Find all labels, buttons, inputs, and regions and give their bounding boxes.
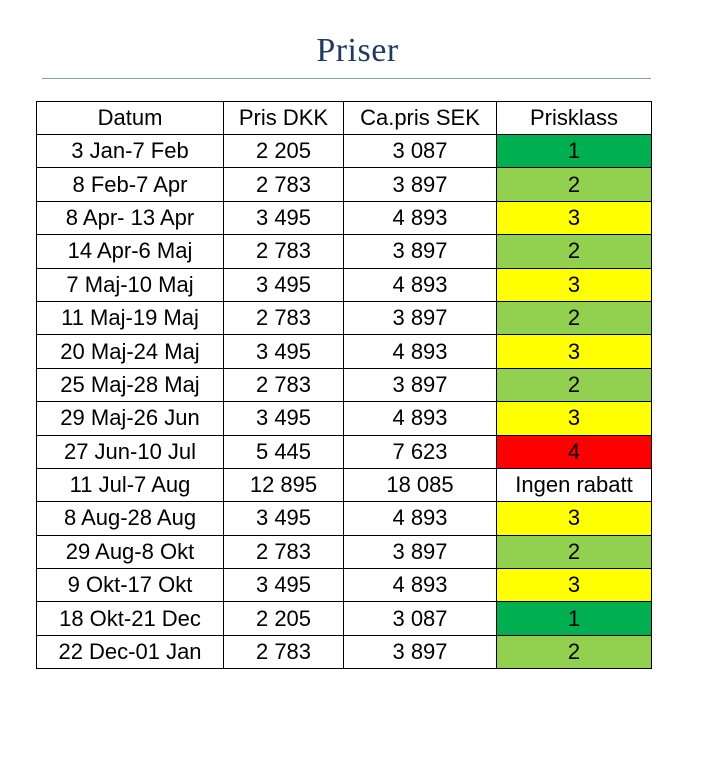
cell-datum: 14 Apr-6 Maj xyxy=(36,234,224,269)
header-row: Datum Pris DKK Ca.pris SEK Prisklass xyxy=(36,101,652,135)
cell-pris-sek: 3 897 xyxy=(343,234,497,269)
cell-pris-sek: 3 897 xyxy=(343,300,497,336)
table-row: 25 Maj-28 Maj 2 783 3 897 2 xyxy=(36,367,652,403)
cell-pris-sek: 4 893 xyxy=(343,200,497,236)
table-row: 8 Aug-28 Aug 3 495 4 893 3 xyxy=(36,501,652,536)
cell-datum: 29 Aug-8 Okt xyxy=(36,534,224,570)
cell-pris-dkk: 3 495 xyxy=(223,334,344,369)
header-pris-dkk: Pris DKK xyxy=(223,101,344,135)
cell-pris-sek: 3 897 xyxy=(343,367,497,403)
cell-pris-sek: 3 087 xyxy=(343,601,497,636)
cell-datum: 8 Apr- 13 Apr xyxy=(36,200,224,236)
cell-pris-dkk: 2 205 xyxy=(223,601,344,636)
cell-pris-dkk: 3 495 xyxy=(223,267,344,302)
cell-pris-dkk: 5 445 xyxy=(223,434,344,469)
table-row: 27 Jun-10 Jul 5 445 7 623 4 xyxy=(36,434,652,469)
cell-datum: 11 Jul-7 Aug xyxy=(36,467,224,503)
cell-pris-dkk: 2 783 xyxy=(223,167,344,202)
cell-pris-sek: 4 893 xyxy=(343,568,497,603)
cell-datum: 29 Maj-26 Jun xyxy=(36,401,224,436)
page-title: Priser xyxy=(316,32,399,69)
cell-prisklass: 1 xyxy=(496,601,652,636)
cell-prisklass: 4 xyxy=(496,434,652,469)
cell-prisklass: 2 xyxy=(496,234,652,269)
cell-pris-dkk: 2 783 xyxy=(223,234,344,269)
header-pris-sek: Ca.pris SEK xyxy=(343,101,497,135)
cell-pris-dkk: 3 495 xyxy=(223,401,344,436)
header-prisklass: Prisklass xyxy=(496,101,652,135)
cell-datum: 8 Feb-7 Apr xyxy=(36,167,224,202)
cell-prisklass: 2 xyxy=(496,367,652,403)
cell-pris-dkk: 2 783 xyxy=(223,367,344,403)
cell-prisklass: 3 xyxy=(496,334,652,369)
table-row: 20 Maj-24 Maj 3 495 4 893 3 xyxy=(36,334,652,369)
table-row: 8 Apr- 13 Apr 3 495 4 893 3 xyxy=(36,200,652,236)
price-table: Datum Pris DKK Ca.pris SEK Prisklass 3 J… xyxy=(36,101,652,670)
cell-prisklass: 2 xyxy=(496,167,652,202)
cell-pris-dkk: 12 895 xyxy=(223,467,344,503)
cell-prisklass: 3 xyxy=(496,568,652,603)
cell-prisklass: 3 xyxy=(496,401,652,436)
table-row: 3 Jan-7 Feb 2 205 3 087 1 xyxy=(36,133,652,169)
cell-pris-sek: 4 893 xyxy=(343,334,497,369)
table-row: 14 Apr-6 Maj 2 783 3 897 2 xyxy=(36,234,652,269)
table-row: 11 Jul-7 Aug 12 895 18 085 Ingen rabatt xyxy=(36,467,652,503)
cell-pris-dkk: 3 495 xyxy=(223,200,344,236)
cell-prisklass: 2 xyxy=(496,534,652,570)
cell-datum: 27 Jun-10 Jul xyxy=(36,434,224,469)
cell-prisklass: Ingen rabatt xyxy=(496,467,652,503)
table-row: 7 Maj-10 Maj 3 495 4 893 3 xyxy=(36,267,652,302)
price-table-body: 3 Jan-7 Feb 2 205 3 087 1 8 Feb-7 Apr 2 783 3 … xyxy=(36,133,652,670)
cell-pris-dkk: 2 205 xyxy=(223,133,344,169)
cell-pris-dkk: 2 783 xyxy=(223,534,344,570)
cell-prisklass: 3 xyxy=(496,200,652,236)
cell-datum: 25 Maj-28 Maj xyxy=(36,367,224,403)
cell-pris-dkk: 3 495 xyxy=(223,568,344,603)
cell-pris-sek: 3 897 xyxy=(343,534,497,570)
cell-pris-sek: 3 897 xyxy=(343,167,497,202)
table-row: 29 Aug-8 Okt 2 783 3 897 2 xyxy=(36,534,652,570)
cell-datum: 7 Maj-10 Maj xyxy=(36,267,224,302)
cell-datum: 11 Maj-19 Maj xyxy=(36,300,224,336)
cell-pris-dkk: 2 783 xyxy=(223,634,344,670)
table-row: 11 Maj-19 Maj 2 783 3 897 2 xyxy=(36,300,652,336)
cell-datum: 3 Jan-7 Feb xyxy=(36,133,224,169)
cell-pris-dkk: 3 495 xyxy=(223,501,344,536)
title-underline xyxy=(42,78,651,79)
table-row: 22 Dec-01 Jan 2 783 3 897 2 xyxy=(36,634,652,670)
cell-pris-sek: 3 087 xyxy=(343,133,497,169)
cell-prisklass: 1 xyxy=(496,133,652,169)
cell-pris-sek: 4 893 xyxy=(343,401,497,436)
cell-prisklass: 2 xyxy=(496,634,652,670)
table-row: 29 Maj-26 Jun 3 495 4 893 3 xyxy=(36,401,652,436)
cell-pris-sek: 4 893 xyxy=(343,501,497,536)
cell-pris-sek: 7 623 xyxy=(343,434,497,469)
cell-pris-dkk: 2 783 xyxy=(223,300,344,336)
cell-prisklass: 3 xyxy=(496,501,652,536)
cell-datum: 18 Okt-21 Dec xyxy=(36,601,224,636)
cell-prisklass: 3 xyxy=(496,267,652,302)
cell-pris-sek: 18 085 xyxy=(343,467,497,503)
cell-pris-sek: 4 893 xyxy=(343,267,497,302)
cell-prisklass: 2 xyxy=(496,300,652,336)
table-row: 18 Okt-21 Dec 2 205 3 087 1 xyxy=(36,601,652,636)
cell-datum: 22 Dec-01 Jan xyxy=(36,634,224,670)
table-row: 9 Okt-17 Okt 3 495 4 893 3 xyxy=(36,568,652,603)
cell-pris-sek: 3 897 xyxy=(343,634,497,670)
cell-datum: 20 Maj-24 Maj xyxy=(36,334,224,369)
table-row: 8 Feb-7 Apr 2 783 3 897 2 xyxy=(36,167,652,202)
cell-datum: 8 Aug-28 Aug xyxy=(36,501,224,536)
header-datum: Datum xyxy=(36,101,224,135)
cell-datum: 9 Okt-17 Okt xyxy=(36,568,224,603)
price-table-header: Datum Pris DKK Ca.pris SEK Prisklass xyxy=(36,101,652,135)
